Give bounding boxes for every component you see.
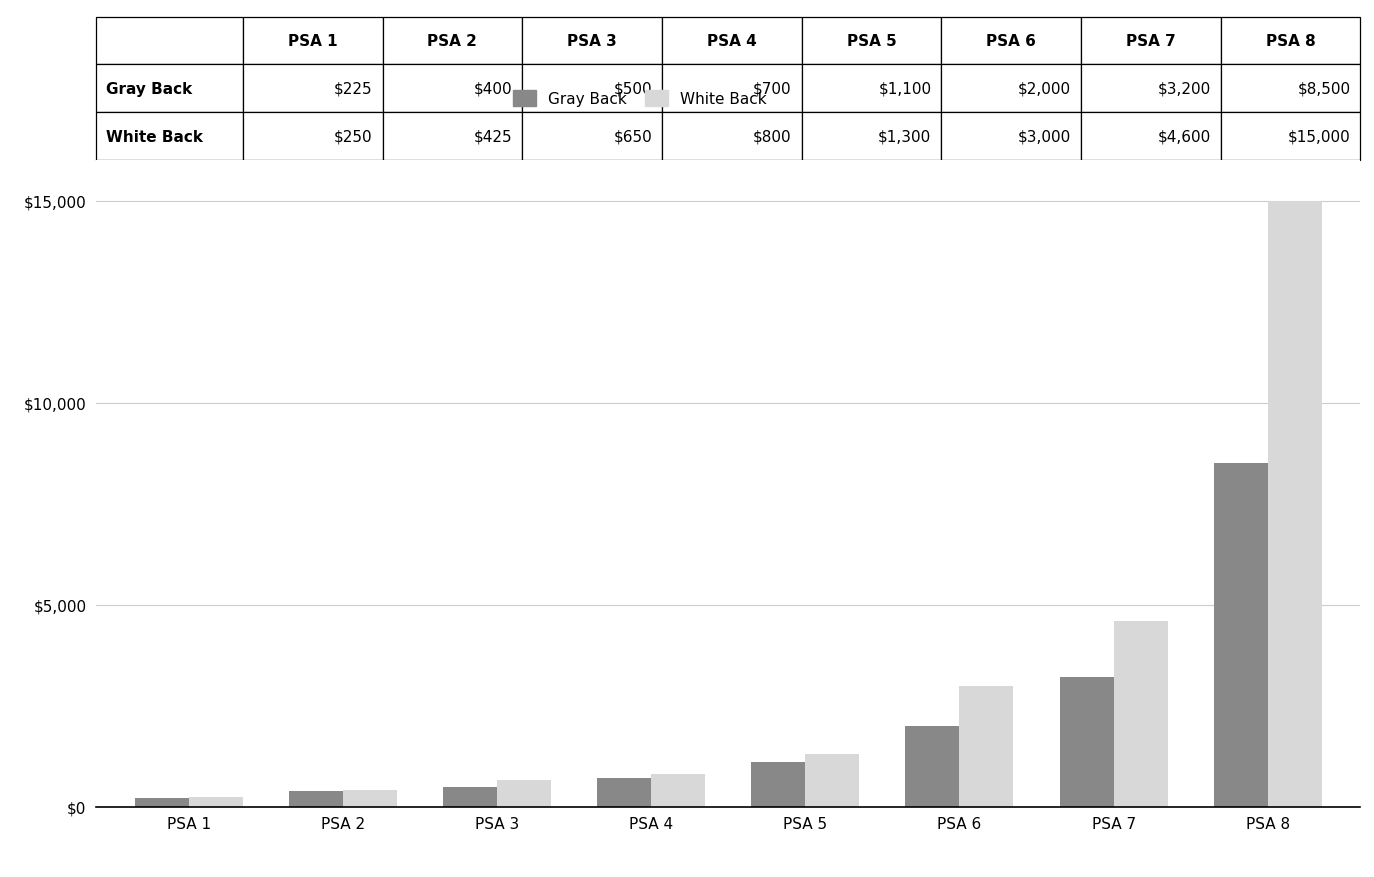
Bar <box>941 18 1081 66</box>
Text: $8,500: $8,500 <box>1297 82 1351 96</box>
Text: PSA 2: PSA 2 <box>427 34 477 49</box>
Text: $700: $700 <box>753 82 791 96</box>
Text: PSA 3: PSA 3 <box>567 34 617 49</box>
Bar <box>382 18 522 66</box>
Text: PSA 6: PSA 6 <box>987 34 1036 49</box>
Bar <box>905 726 959 807</box>
Text: PSA 5: PSA 5 <box>846 34 896 49</box>
Text: $500: $500 <box>613 82 653 96</box>
Text: $3,000: $3,000 <box>1018 130 1072 145</box>
Bar <box>1081 113 1220 161</box>
Bar <box>382 113 522 161</box>
Bar <box>1059 678 1113 807</box>
Text: $1,300: $1,300 <box>878 130 932 145</box>
Bar <box>598 779 651 807</box>
Bar <box>497 781 551 807</box>
Text: $400: $400 <box>474 82 513 96</box>
Bar <box>1081 18 1220 66</box>
Legend: Gray Back, White Back: Gray Back, White Back <box>507 85 772 113</box>
Text: $4,600: $4,600 <box>1157 130 1210 145</box>
Bar <box>344 789 397 807</box>
Bar <box>959 686 1014 807</box>
Text: $650: $650 <box>613 130 653 145</box>
Text: White Back: White Back <box>106 130 203 145</box>
Bar <box>522 66 662 113</box>
Bar <box>662 66 801 113</box>
Bar <box>662 113 801 161</box>
Bar <box>522 18 662 66</box>
Bar <box>752 762 805 807</box>
Bar <box>243 113 382 161</box>
Bar <box>289 791 344 807</box>
Bar <box>522 113 662 161</box>
Text: $225: $225 <box>334 82 372 96</box>
Bar <box>96 66 243 113</box>
Text: $2,000: $2,000 <box>1018 82 1072 96</box>
Bar <box>801 113 941 161</box>
Bar <box>382 66 522 113</box>
Bar <box>662 18 801 66</box>
Bar <box>1220 18 1360 66</box>
Bar <box>1220 66 1360 113</box>
Bar <box>188 796 243 807</box>
Bar <box>805 754 859 807</box>
Bar <box>1113 621 1168 807</box>
Text: Gray Back: Gray Back <box>106 82 192 96</box>
Text: $425: $425 <box>474 130 513 145</box>
Text: $250: $250 <box>334 130 372 145</box>
Bar <box>801 18 941 66</box>
Text: $15,000: $15,000 <box>1287 130 1351 145</box>
Text: PSA 1: PSA 1 <box>289 34 338 49</box>
Text: $3,200: $3,200 <box>1157 82 1210 96</box>
Bar <box>651 774 705 807</box>
Bar <box>1268 202 1322 807</box>
Bar <box>243 18 382 66</box>
Text: PSA 7: PSA 7 <box>1125 34 1176 49</box>
Bar <box>801 66 941 113</box>
Bar <box>1213 464 1268 807</box>
Bar <box>1081 66 1220 113</box>
Bar <box>243 66 382 113</box>
Bar <box>96 18 243 66</box>
Text: PSA 8: PSA 8 <box>1265 34 1315 49</box>
Text: PSA 4: PSA 4 <box>706 34 757 49</box>
Bar <box>941 113 1081 161</box>
Bar <box>96 113 243 161</box>
Text: $800: $800 <box>753 130 791 145</box>
Text: $1,100: $1,100 <box>878 82 932 96</box>
Bar <box>442 787 497 807</box>
Bar <box>941 66 1081 113</box>
Bar <box>135 798 188 807</box>
Bar <box>1220 113 1360 161</box>
